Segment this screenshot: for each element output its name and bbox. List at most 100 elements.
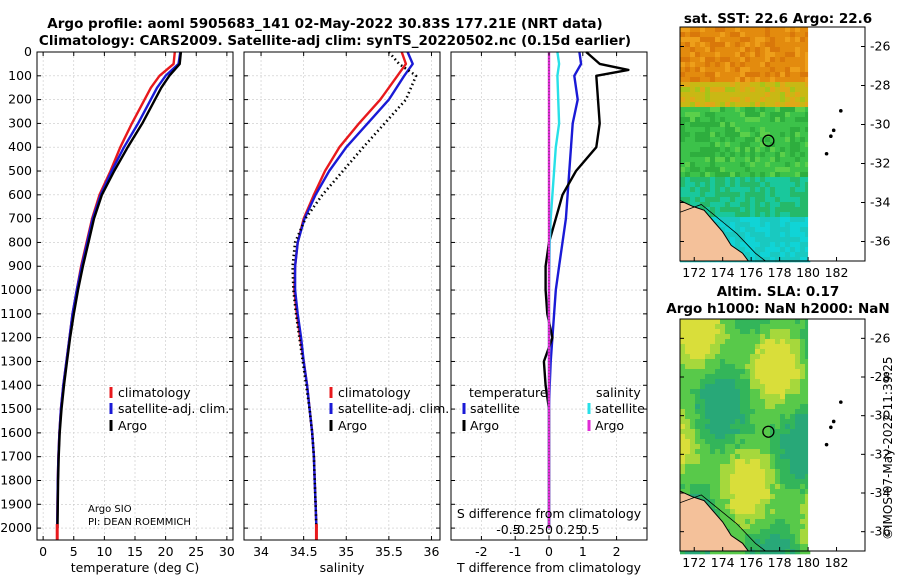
heatmap-cell: [785, 394, 791, 400]
heatmap-cell: [795, 429, 801, 435]
heatmap-cell: [765, 444, 771, 450]
heatmap-cell: [755, 524, 761, 530]
heatmap-cell: [765, 339, 771, 345]
heatmap-cell: [730, 212, 736, 218]
heatmap-cell: [690, 137, 696, 143]
heatmap-cell: [700, 494, 706, 500]
heatmap-cell: [715, 177, 721, 183]
heatmap-cell: [700, 107, 706, 113]
heatmap-cell: [725, 374, 731, 380]
heatmap-cell: [685, 419, 691, 425]
heatmap-cell: [805, 534, 811, 540]
heatmap-cell: [730, 424, 736, 430]
heatmap-cell: [785, 112, 791, 118]
heatmap-cell: [790, 379, 796, 385]
heatmap-cell: [790, 47, 796, 53]
heatmap-cell: [690, 32, 696, 38]
heatmap-cell: [755, 237, 761, 243]
heatmap-cell: [770, 207, 776, 213]
heatmap-cell: [680, 489, 686, 495]
heatmap-cell: [685, 354, 691, 360]
heatmap-cell: [745, 42, 751, 48]
heatmap-cell: [790, 389, 796, 395]
y-tick-label: -34: [870, 195, 890, 210]
heatmap-cell: [770, 544, 776, 550]
heatmap-cell: [775, 384, 781, 390]
heatmap-cell: [775, 429, 781, 435]
heatmap-cell: [760, 187, 766, 193]
heatmap-cell: [765, 207, 771, 213]
heatmap-cell: [720, 339, 726, 345]
heatmap-cell: [730, 504, 736, 510]
heatmap-cell: [770, 232, 776, 238]
heatmap-cell: [735, 37, 741, 43]
heatmap-cell: [800, 72, 806, 78]
heatmap-cell: [690, 82, 696, 88]
heatmap-cell: [710, 349, 716, 355]
heatmap-cell: [730, 429, 736, 435]
heatmap-cell: [755, 399, 761, 405]
heatmap-cell: [730, 489, 736, 495]
heatmap-cell: [695, 57, 701, 63]
heatmap-cell: [770, 127, 776, 133]
heatmap-cell: [740, 509, 746, 515]
heatmap-cell: [695, 52, 701, 58]
heatmap-cell: [715, 389, 721, 395]
heatmap-cell: [695, 429, 701, 435]
heatmap-cell: [795, 252, 801, 258]
heatmap-cell: [765, 202, 771, 208]
heatmap-cell: [720, 499, 726, 505]
heatmap-cell: [755, 424, 761, 430]
heatmap-cell: [770, 509, 776, 515]
heatmap-cell: [745, 339, 751, 345]
heatmap-cell: [710, 102, 716, 108]
heatmap-cell: [705, 319, 711, 325]
legend-argo: Argo: [118, 418, 147, 433]
heatmap-cell: [795, 399, 801, 405]
heatmap-cell: [690, 364, 696, 370]
heatmap-cell: [725, 142, 731, 148]
heatmap-cell: [795, 77, 801, 83]
heatmap-cell: [790, 72, 796, 78]
heatmap-cell: [800, 127, 806, 133]
heatmap-cell: [790, 92, 796, 98]
heatmap-cell: [750, 92, 756, 98]
heatmap-cell: [735, 534, 741, 540]
x-top-tick-label: 0.5: [580, 522, 600, 537]
heatmap-cell: [785, 87, 791, 93]
heatmap-cell: [775, 62, 781, 68]
heatmap-cell: [770, 529, 776, 535]
heatmap-cell: [695, 47, 701, 53]
heatmap-cell: [775, 334, 781, 340]
heatmap-cell: [800, 394, 806, 400]
heatmap-cell: [785, 187, 791, 193]
heatmap-cell: [775, 469, 781, 475]
heatmap-cell: [795, 519, 801, 525]
heatmap-cell: [710, 72, 716, 78]
heatmap-cell: [745, 429, 751, 435]
heatmap-cell: [725, 207, 731, 213]
x-tick-label: 1: [579, 544, 587, 559]
heatmap-cell: [725, 217, 731, 223]
heatmap-cell: [720, 202, 726, 208]
heatmap-cell: [680, 439, 686, 445]
heatmap-cell: [805, 384, 811, 390]
heatmap-cell: [690, 399, 696, 405]
heatmap-cell: [735, 409, 741, 415]
heatmap-cell: [725, 344, 731, 350]
heatmap-cell: [795, 112, 801, 118]
heatmap-cell: [740, 52, 746, 58]
heatmap-cell: [790, 122, 796, 128]
x-top-tick-label: 0.25: [555, 522, 583, 537]
heatmap-cell: [765, 222, 771, 228]
heatmap-cell: [700, 489, 706, 495]
heatmap-cell: [700, 474, 706, 480]
heatmap-cell: [725, 82, 731, 88]
heatmap-cell: [725, 364, 731, 370]
heatmap-cell: [780, 409, 786, 415]
heatmap-cell: [725, 122, 731, 128]
heatmap-cell: [695, 117, 701, 123]
heatmap-cell: [775, 474, 781, 480]
heatmap-cell: [715, 449, 721, 455]
heatmap-cell: [735, 217, 741, 223]
